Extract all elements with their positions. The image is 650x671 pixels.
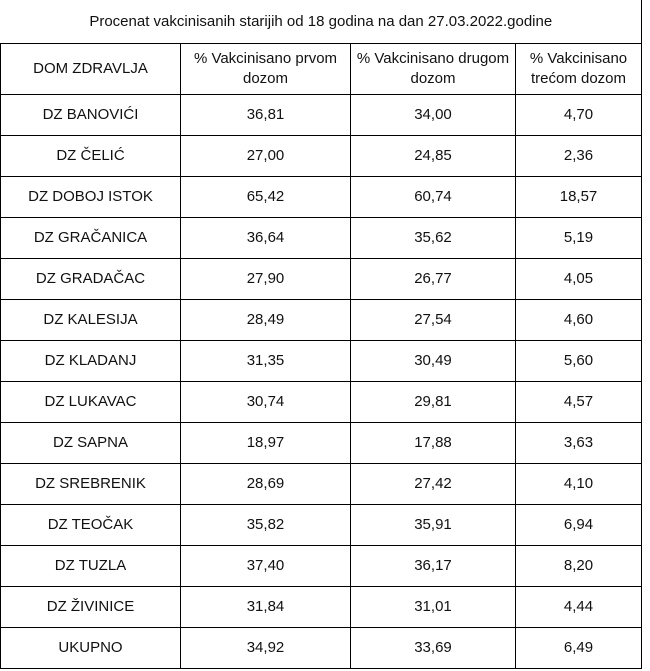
data-row: DZ BANOVIĆI 36,81 34,00 4,70: [0, 94, 643, 136]
health-center: DZ KLADANJ: [0, 340, 181, 382]
health-center: DZ TUZLA: [0, 545, 181, 587]
health-center: DZ GRADAČAC: [0, 258, 181, 300]
percentage-cell: 4,70: [514, 94, 643, 136]
health-center: DZ ŽIVINICE: [0, 586, 181, 628]
health-center: DZ LUKAVAC: [0, 381, 181, 423]
health-center: DZ KALESIJA: [0, 299, 181, 341]
percentage-cell: 6,49: [514, 627, 643, 669]
percentage-cell: 31,35: [180, 340, 351, 382]
percentage-cell: 30,74: [180, 381, 351, 423]
percentage-cell: 34,92: [180, 627, 351, 669]
percentage-cell: 27,00: [180, 135, 351, 177]
health-center: DZ GRAČANICA: [0, 217, 181, 259]
data-row: DZ LUKAVAC 30,74 29,81 4,57: [0, 381, 643, 423]
column-header: DOM ZDRAVLJA: [0, 43, 181, 95]
percentage-cell: 65,42: [180, 176, 351, 218]
percentage-cell: 8,20: [514, 545, 643, 587]
health-center: DZ SREBRENIK: [0, 463, 181, 505]
table-title: Procenat vakcinisanih starijih od 18 god…: [0, 0, 643, 44]
percentage-cell: 24,85: [350, 135, 516, 177]
percentage-cell: 26,77: [350, 258, 516, 300]
percentage-cell: 29,81: [350, 381, 516, 423]
title-row: Procenat vakcinisanih starijih od 18 god…: [0, 0, 643, 44]
percentage-cell: 35,82: [180, 504, 351, 546]
data-row: DZ ŽIVINICE 31,84 31,01 4,44: [0, 586, 643, 628]
health-center: UKUPNO: [0, 627, 181, 669]
percentage-cell: 3,63: [514, 422, 643, 464]
percentage-cell: 18,57: [514, 176, 643, 218]
percentage-cell: 36,17: [350, 545, 516, 587]
percentage-cell: 5,60: [514, 340, 643, 382]
percentage-cell: 27,54: [350, 299, 516, 341]
data-row: DZ TEOČAK 35,82 35,91 6,94: [0, 504, 643, 546]
percentage-cell: 36,64: [180, 217, 351, 259]
percentage-cell: 18,97: [180, 422, 351, 464]
percentage-cell: 60,74: [350, 176, 516, 218]
percentage-cell: 27,42: [350, 463, 516, 505]
data-row: DZ DOBOJ ISTOK 65,42 60,74 18,57: [0, 176, 643, 218]
column-header: % Vakcinisano prvom dozom: [180, 43, 351, 95]
percentage-cell: 35,91: [350, 504, 516, 546]
health-center: DZ BANOVIĆI: [0, 94, 181, 136]
data-row: UKUPNO 34,92 33,69 6,49: [0, 627, 643, 669]
percentage-cell: 34,00: [350, 94, 516, 136]
health-center: DZ ČELIĆ: [0, 135, 181, 177]
percentage-cell: 28,49: [180, 299, 351, 341]
health-center: DZ TEOČAK: [0, 504, 181, 546]
data-row: DZ TUZLA 37,40 36,17 8,20: [0, 545, 643, 587]
health-center: DZ DOBOJ ISTOK: [0, 176, 181, 218]
data-row: DZ KLADANJ 31,35 30,49 5,60: [0, 340, 643, 382]
data-row: DZ SAPNA 18,97 17,88 3,63: [0, 422, 643, 464]
percentage-cell: 31,84: [180, 586, 351, 628]
percentage-cell: 31,01: [350, 586, 516, 628]
column-header: % Vakcinisano trećom dozom: [514, 43, 643, 95]
percentage-cell: 27,90: [180, 258, 351, 300]
data-row: DZ GRAČANICA 36,64 35,62 5,19: [0, 217, 643, 259]
percentage-cell: 4,60: [514, 299, 643, 341]
percentage-cell: 28,69: [180, 463, 351, 505]
data-row: DZ SREBRENIK 28,69 27,42 4,10: [0, 463, 643, 505]
percentage-cell: 4,57: [514, 381, 643, 423]
percentage-cell: 33,69: [350, 627, 516, 669]
data-row: DZ KALESIJA 28,49 27,54 4,60: [0, 299, 643, 341]
percentage-cell: 37,40: [180, 545, 351, 587]
percentage-cell: 4,05: [514, 258, 643, 300]
health-center: DZ SAPNA: [0, 422, 181, 464]
percentage-cell: 6,94: [514, 504, 643, 546]
percentage-cell: 36,81: [180, 94, 351, 136]
percentage-cell: 4,44: [514, 586, 643, 628]
percentage-cell: 30,49: [350, 340, 516, 382]
percentage-cell: 17,88: [350, 422, 516, 464]
data-row: DZ GRADAČAC 27,90 26,77 4,05: [0, 258, 643, 300]
data-row: DZ ČELIĆ 27,00 24,85 2,36: [0, 135, 643, 177]
percentage-cell: 5,19: [514, 217, 643, 259]
percentage-cell: 4,10: [514, 463, 643, 505]
header-row: DOM ZDRAVLJA% Vakcinisano prvom dozom% V…: [0, 43, 643, 95]
percentage-cell: 35,62: [350, 217, 516, 259]
column-header: % Vakcinisano drugom dozom: [350, 43, 516, 95]
percentage-cell: 2,36: [514, 135, 643, 177]
